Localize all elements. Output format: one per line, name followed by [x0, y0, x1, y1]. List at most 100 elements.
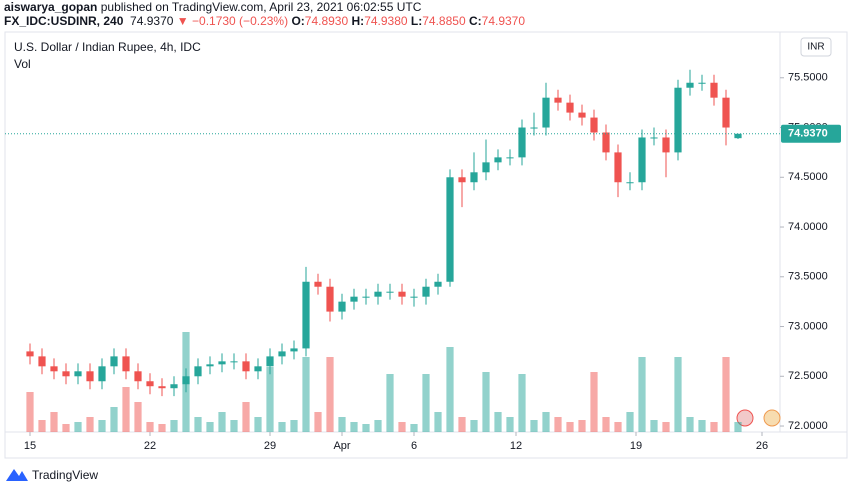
candle-body [26, 351, 34, 357]
volume-bar [566, 422, 574, 432]
candle-body [482, 162, 490, 173]
candle-body [326, 286, 334, 312]
volume-bar [338, 417, 346, 432]
y-tick-label: 72.5000 [788, 370, 828, 382]
volume-bar [422, 374, 430, 432]
candle-body [578, 112, 586, 118]
c: 74.9370 [481, 14, 526, 28]
candle-body [434, 281, 442, 287]
volume-bar [110, 407, 118, 432]
candle-body [38, 356, 46, 367]
candle-body [362, 296, 370, 298]
volume-bar [578, 420, 586, 432]
x-tick-label: 19 [630, 440, 642, 452]
candle-body [86, 371, 94, 382]
candle-body [170, 384, 178, 389]
volume-bar [206, 422, 214, 432]
volume-bar [362, 424, 370, 432]
currency-label[interactable]: INR [807, 42, 824, 53]
volume-bar [374, 420, 382, 432]
last-price-label: 74.9370 [788, 128, 828, 140]
candle-body [398, 291, 406, 297]
volume-bar [218, 412, 226, 432]
volume-bar [278, 422, 286, 432]
volume-bar [734, 422, 742, 432]
candle-body [710, 82, 718, 98]
volume-bar [170, 420, 178, 432]
chart-frame [4, 31, 848, 459]
y-tick-label: 74.0000 [788, 221, 828, 233]
candle-body [206, 364, 214, 367]
candle-body [530, 127, 538, 129]
candle-body [638, 137, 646, 183]
candle-body [506, 157, 514, 159]
volume-bar [530, 420, 538, 432]
volume-bar [146, 422, 154, 432]
x-tick-label: 12 [510, 440, 522, 452]
x-tick-label: 22 [144, 440, 156, 452]
candle-body [590, 117, 598, 133]
volume-bar [602, 417, 610, 432]
candle-body [650, 137, 658, 139]
candle-body [266, 356, 274, 367]
candle-body [134, 371, 142, 382]
volume-bar [62, 424, 70, 432]
o-label: O: [291, 14, 305, 28]
candle-body [494, 157, 502, 163]
candle-body [686, 82, 694, 88]
candle-body [422, 286, 430, 297]
event-flag[interactable] [763, 409, 781, 427]
candle-body [602, 132, 610, 153]
candle-body [446, 177, 454, 282]
y-tick-label: 72.0000 [788, 420, 828, 432]
volume-label: Vol [14, 57, 31, 71]
volume-bar [74, 422, 82, 432]
candle-body [158, 386, 166, 389]
candle-body [734, 133, 742, 139]
volume-bar [494, 412, 502, 432]
volume-bar [542, 412, 550, 432]
change: −0.1730 (−0.23%) [192, 14, 289, 28]
volume-bar [410, 424, 418, 432]
volume-bar [98, 420, 106, 432]
volume-bar [26, 392, 34, 432]
volume-bar [638, 357, 646, 432]
candle-body [338, 301, 346, 312]
o: 74.8930 [304, 14, 349, 28]
volume-bar [194, 417, 202, 432]
volume-bar [554, 417, 562, 432]
quote-line: FX_IDC:USDINR, 240 74.9370 ▼ −0.1730 (−0… [4, 14, 525, 28]
symbol: FX_IDC:USDINR, 240 [4, 14, 124, 28]
candle-body [98, 366, 106, 382]
candle-body [194, 366, 202, 377]
volume-bar [614, 422, 622, 432]
logo-mark [6, 469, 28, 481]
plot [26, 69, 742, 432]
volume-bar [350, 422, 358, 432]
candle-body [554, 97, 562, 103]
currency-button[interactable] [800, 37, 832, 57]
candle-body [386, 291, 394, 293]
y-tick-label: 73.5000 [788, 271, 828, 283]
candle-body [242, 361, 250, 372]
c-label: C: [468, 14, 482, 28]
candle-body [62, 371, 70, 377]
candle-body [458, 177, 466, 183]
y-tick-label: 74.5000 [788, 171, 828, 183]
volume-bar [158, 424, 166, 432]
header: aiswarya_gopan published on TradingView.… [4, 0, 525, 28]
volume-bar [134, 402, 142, 432]
candle-body [722, 97, 730, 128]
arrow: ▼ [176, 14, 189, 28]
volume-bar [242, 402, 250, 432]
l-label: L: [410, 14, 423, 28]
candle-body [566, 102, 574, 113]
volume-bar [434, 412, 442, 432]
last-price-box [781, 124, 841, 143]
volume-bar [122, 387, 130, 432]
candle-body [470, 172, 478, 183]
volume-bar [482, 372, 490, 432]
volume-bar [662, 422, 670, 432]
candle-body [662, 137, 670, 153]
